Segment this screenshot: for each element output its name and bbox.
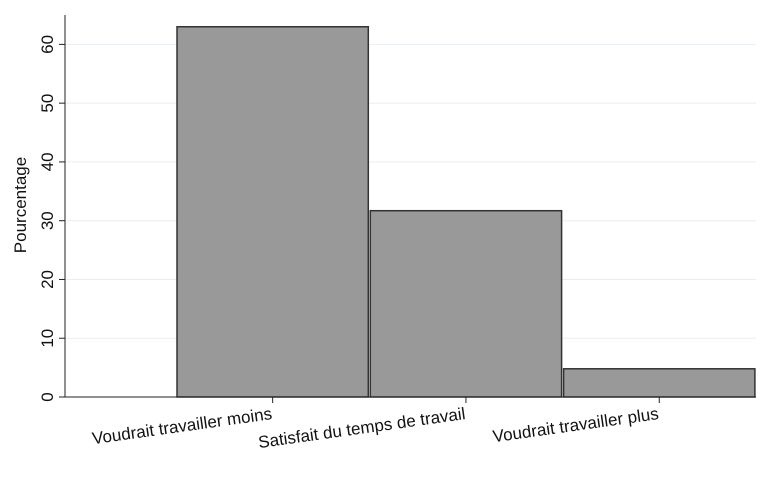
y-tick-label: 60	[38, 35, 57, 54]
y-tick-label: 30	[38, 211, 57, 230]
x-tick-label: Satisfait du temps de travail	[257, 404, 466, 452]
bar	[562, 368, 756, 398]
y-tick-label: 50	[38, 94, 57, 113]
bar	[369, 209, 563, 398]
y-tick-label: 20	[38, 270, 57, 289]
y-tick-label: 40	[38, 152, 57, 171]
x-tick-label: Voudrait travailler plus	[492, 404, 660, 446]
bar	[176, 26, 370, 398]
y-tick-label: 0	[38, 392, 57, 401]
y-tick-label: 10	[38, 329, 57, 348]
x-tick-label: Voudrait travailler moins	[91, 404, 273, 448]
y-axis-label: Pourcentage	[11, 157, 30, 253]
